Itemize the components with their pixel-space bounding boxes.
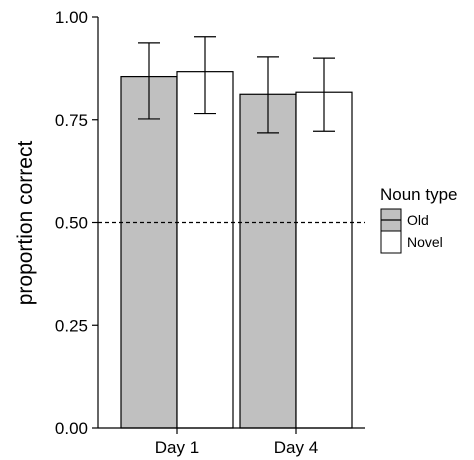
y-axis-label: proportion correct [14,141,37,306]
legend-swatch-novel [380,230,402,254]
legend-label-old: Old [407,212,429,228]
x-tick-label-1: Day 4 [274,438,318,457]
y-tick-label-0: 0.00 [55,419,88,438]
legend: Noun type Old Novel [380,185,458,254]
y-axis: 0.00 0.25 0.50 0.75 1.00 [55,8,99,438]
plot-area [98,36,365,429]
y-tick-label-1: 0.25 [55,316,88,335]
y-tick-label-2: 0.50 [55,214,88,233]
y-tick-label-4: 1.00 [55,8,88,27]
legend-label-novel: Novel [407,234,443,250]
bar-novel-1 [295,91,353,429]
x-tick-label-0: Day 1 [155,438,199,457]
legend-title: Noun type [380,185,458,204]
x-axis: Day 1 Day 4 [98,427,365,457]
bar-old-1 [239,93,297,429]
bar-novel-0 [176,71,234,429]
y-tick-label-3: 0.75 [55,111,88,130]
bar-old-0 [120,75,178,429]
